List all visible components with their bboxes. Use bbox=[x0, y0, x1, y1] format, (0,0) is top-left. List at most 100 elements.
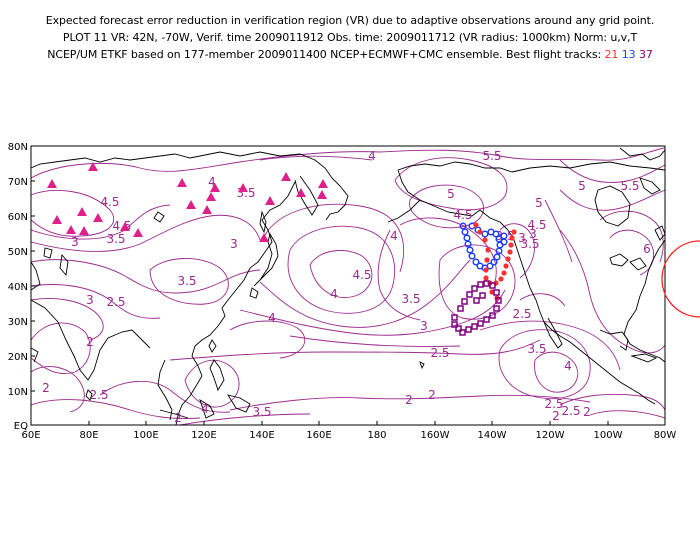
track-point bbox=[464, 240, 472, 248]
lat-label: 60N bbox=[8, 212, 28, 223]
triangle-marker bbox=[77, 207, 87, 216]
contour-label: 2.5 bbox=[561, 404, 580, 418]
track-point bbox=[461, 298, 468, 305]
lat-label: 40N bbox=[8, 282, 28, 293]
lon-labels: 60E 80E 100E 120E 140E 160E 180 160W 140… bbox=[21, 430, 676, 441]
triangle-marker bbox=[120, 222, 130, 231]
contour-label: 2.5 bbox=[430, 346, 449, 360]
track-point bbox=[487, 228, 495, 236]
contour-label: 3 bbox=[71, 235, 79, 249]
track-point bbox=[511, 229, 517, 235]
triangle-marker bbox=[52, 215, 62, 224]
track-point bbox=[486, 262, 494, 270]
coastlines bbox=[31, 147, 665, 425]
contour-label: 5.5 bbox=[620, 179, 639, 193]
track-point bbox=[495, 235, 503, 243]
triangle-marker bbox=[317, 190, 327, 199]
track-label-37: 37 bbox=[638, 48, 653, 61]
track-point bbox=[484, 257, 490, 263]
track-point bbox=[481, 230, 489, 238]
contour-label: 2 bbox=[86, 335, 94, 349]
lon-label: 100W bbox=[594, 430, 623, 441]
track-point bbox=[507, 249, 513, 255]
track-point bbox=[459, 222, 467, 230]
track-point bbox=[495, 297, 502, 304]
track-point bbox=[472, 258, 480, 266]
contour-labels: 4 5.5 5 4.5 4 4.5 3.5 3 3.5 3 2.5 3 3.5 … bbox=[42, 149, 651, 425]
contour-label: 2.5 bbox=[106, 295, 125, 309]
track-point bbox=[477, 320, 484, 327]
contour-label: 3.5 bbox=[106, 232, 125, 246]
verification-region-circle bbox=[661, 240, 700, 318]
triangle-marker bbox=[93, 213, 103, 222]
lon-label: 60E bbox=[21, 430, 40, 441]
triangle-marker bbox=[296, 188, 306, 197]
contour-label: 3.5 bbox=[495, 229, 514, 243]
title-line-3-text: NCEP/UM ETKF based on 177-member 2009011… bbox=[47, 48, 602, 61]
track-point bbox=[498, 276, 504, 282]
track-point bbox=[489, 282, 496, 289]
track-point bbox=[455, 325, 462, 332]
triangle-marker bbox=[318, 179, 328, 188]
contour-label: 3.5 bbox=[252, 405, 271, 419]
lon-label: 80E bbox=[79, 430, 98, 441]
contour-label: 2 bbox=[552, 409, 560, 423]
contour-label: 2 bbox=[428, 388, 436, 402]
contour-label: 3.5 bbox=[520, 237, 539, 251]
track-point bbox=[501, 270, 507, 276]
contour-label: 4 bbox=[208, 175, 216, 189]
triangle-marker bbox=[66, 225, 76, 234]
contour-label: 4.5 bbox=[453, 208, 472, 222]
contour-label: 2 bbox=[174, 411, 182, 425]
contour-label: 4 bbox=[390, 229, 398, 243]
contour-label: 3 bbox=[420, 319, 428, 333]
contour-label: 4.5 bbox=[100, 195, 119, 209]
contour-label: 3 bbox=[518, 231, 526, 245]
track-point bbox=[459, 329, 466, 336]
lat-label: 10N bbox=[8, 387, 28, 398]
lat-label: 20N bbox=[8, 352, 28, 363]
lat-label: EQ bbox=[14, 421, 28, 432]
contour-label: 2.5 bbox=[512, 307, 531, 321]
lon-label: 140W bbox=[478, 430, 507, 441]
contour-label: 2.5 bbox=[89, 388, 108, 402]
track-point bbox=[477, 229, 483, 235]
contour-label: 4.5 bbox=[352, 268, 371, 282]
triangle-marker bbox=[202, 205, 212, 214]
contour-label: 2.5 bbox=[544, 397, 563, 411]
contour-label: 3.5 bbox=[236, 186, 255, 200]
title-line-3: NCEP/UM ETKF based on 177-member 2009011… bbox=[0, 48, 700, 61]
lat-labels: 80N 70N 60N 50N 40N 30N 20N 10N EQ bbox=[8, 142, 28, 432]
track-point bbox=[479, 292, 486, 299]
triangle-marker bbox=[210, 183, 220, 192]
contour-label: 2 bbox=[583, 405, 591, 419]
contour-label: 3.5 bbox=[401, 292, 420, 306]
track-point bbox=[463, 234, 471, 242]
contour-label: 5.5 bbox=[482, 149, 501, 163]
axis-ticks bbox=[31, 145, 609, 425]
track-point bbox=[483, 275, 489, 281]
track-label-13: 13 bbox=[621, 48, 636, 61]
track-point bbox=[457, 305, 464, 312]
lat-label: 50N bbox=[8, 247, 28, 258]
contour-label: 5 bbox=[535, 196, 543, 210]
track-point bbox=[477, 281, 484, 288]
track-point bbox=[473, 297, 480, 304]
triangle-marker bbox=[281, 172, 291, 181]
triangle-marker bbox=[186, 200, 196, 209]
triangle-marker bbox=[259, 233, 269, 242]
track-point bbox=[468, 252, 476, 260]
triangle-marker bbox=[88, 162, 98, 171]
track-point bbox=[471, 285, 478, 292]
track-point bbox=[473, 222, 479, 228]
contour-label: 3.5 bbox=[527, 342, 546, 356]
contour-label: 4.5 bbox=[527, 218, 546, 232]
contour-label: 6 bbox=[643, 242, 651, 256]
triangle-marker bbox=[47, 179, 57, 188]
track-point bbox=[500, 232, 508, 240]
lon-label: 100E bbox=[133, 430, 158, 441]
contour-label: 2 bbox=[405, 393, 413, 407]
contour-label: 3.5 bbox=[177, 274, 196, 288]
triangle-marker bbox=[206, 192, 216, 201]
